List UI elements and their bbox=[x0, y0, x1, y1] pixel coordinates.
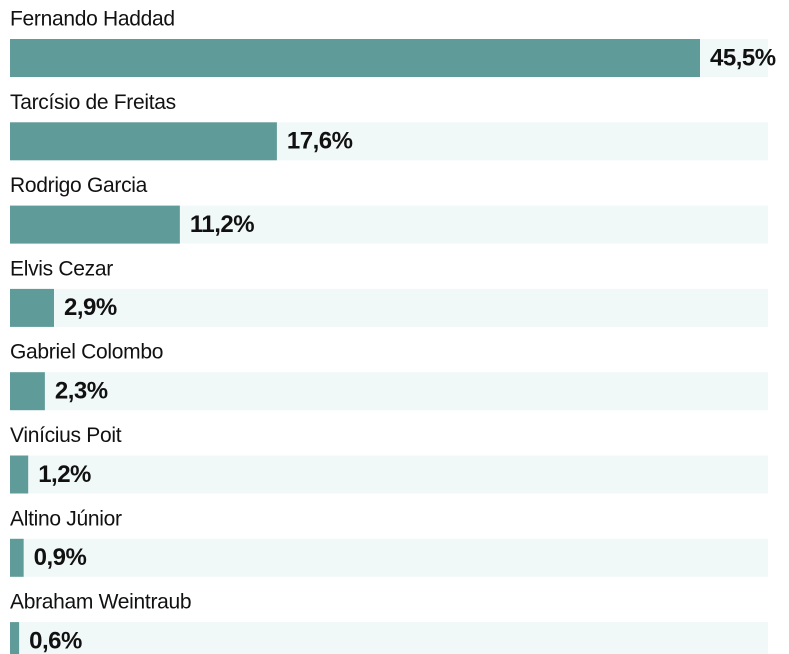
bar-track bbox=[10, 622, 768, 654]
bar bbox=[10, 372, 45, 411]
bar-track bbox=[10, 455, 768, 494]
bar bbox=[10, 622, 20, 654]
candidate-name: Vinícius Poit bbox=[10, 424, 122, 447]
bar bbox=[10, 39, 700, 77]
candidate-name: Abraham Weintraub bbox=[10, 591, 191, 614]
candidate-name: Rodrigo Garcia bbox=[10, 174, 148, 197]
bar bbox=[10, 122, 277, 161]
candidate-name: Fernando Haddad bbox=[10, 8, 175, 31]
bar bbox=[10, 538, 24, 577]
value-label: 0,6% bbox=[29, 627, 82, 654]
candidate-name: Gabriel Colombo bbox=[10, 341, 163, 364]
value-label: 2,9% bbox=[64, 294, 117, 321]
candidate-name: Altino Júnior bbox=[10, 507, 122, 530]
bar-track bbox=[10, 288, 768, 327]
bar bbox=[10, 288, 54, 327]
value-label: 45,5% bbox=[710, 44, 776, 71]
value-label: 17,6% bbox=[287, 128, 353, 155]
value-label: 11,2% bbox=[190, 211, 254, 238]
bar bbox=[10, 205, 180, 244]
value-label: 2,3% bbox=[55, 378, 108, 405]
value-label: 1,2% bbox=[38, 461, 91, 488]
candidate-name: Tarcísio de Freitas bbox=[10, 91, 176, 114]
value-label: 0,9% bbox=[34, 544, 87, 571]
bar-track bbox=[10, 538, 768, 577]
candidate-name: Elvis Cezar bbox=[10, 257, 113, 280]
bar bbox=[10, 455, 29, 494]
bar-track bbox=[10, 372, 768, 411]
